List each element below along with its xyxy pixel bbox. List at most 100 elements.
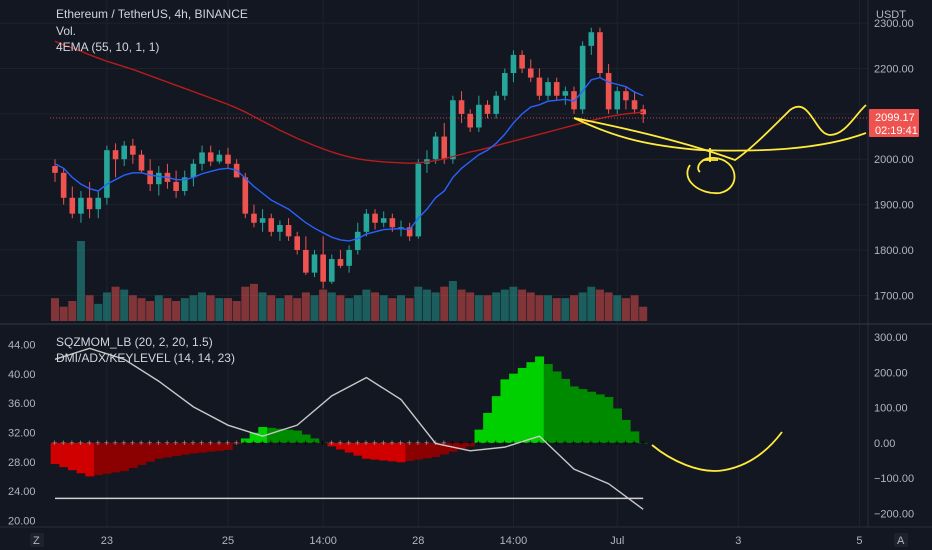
squeeze-dot: + <box>139 438 144 448</box>
candle-body <box>545 82 551 96</box>
momentum-bar <box>180 442 190 455</box>
momentum-bar <box>630 431 640 443</box>
momentum-bar <box>93 442 103 476</box>
squeeze-dot: + <box>78 438 83 448</box>
oscillator-left-axis-ticks[interactable]: 44.00 40.00 36.00 32.00 28.00 24.00 20.00 <box>8 340 36 528</box>
candle-body <box>536 77 543 96</box>
volume-bar <box>578 292 587 321</box>
squeeze-dot: + <box>208 438 213 448</box>
momentum-bar <box>439 442 449 455</box>
squeeze-dot: + <box>268 438 273 448</box>
oscillator-axis-tick: 200.00 <box>874 367 908 379</box>
squeeze-dot: + <box>312 438 317 448</box>
ema-indicator-label[interactable]: 4EMA (55, 10, 1, 1) <box>56 40 159 54</box>
volume-bar <box>457 289 466 321</box>
squeeze-dot: + <box>294 438 299 448</box>
volume-bar <box>310 295 319 321</box>
price-axis-tick: 1900.00 <box>874 200 914 212</box>
squeeze-dot: + <box>571 438 576 448</box>
squeeze-dot: + <box>260 438 265 448</box>
ema-10-line <box>54 76 644 242</box>
volume-bar <box>249 283 258 321</box>
momentum-bar <box>50 442 60 465</box>
volume-bar <box>275 298 284 321</box>
candle-body <box>311 254 318 273</box>
auto-scale-button[interactable] <box>894 533 908 547</box>
volume-bar <box>327 292 336 321</box>
volume-bar <box>241 286 250 321</box>
squeeze-dot: + <box>147 438 152 448</box>
squeeze-dot: + <box>156 438 161 448</box>
squeeze-dot: + <box>407 438 412 448</box>
momentum-bar <box>336 442 346 450</box>
momentum-bar <box>578 389 588 443</box>
volume-bar <box>630 295 639 321</box>
volume-bar <box>172 301 181 321</box>
volume-bar <box>215 298 224 321</box>
squeeze-dot: + <box>588 438 593 448</box>
volume-bar <box>267 295 276 321</box>
time-axis-tick: 14:00 <box>309 535 337 547</box>
momentum-bar <box>552 371 562 443</box>
squeeze-dot: + <box>121 438 126 448</box>
volume-bar <box>570 295 578 321</box>
squeeze-dot: + <box>95 438 100 448</box>
momentum-bar <box>543 363 553 443</box>
volume-bars <box>51 241 648 321</box>
momentum-bar <box>197 442 207 453</box>
candle-body <box>329 259 335 282</box>
price-axis-tick: 2300.00 <box>874 18 914 30</box>
candle-body <box>605 73 612 110</box>
candle-body <box>86 197 93 210</box>
adx-axis-tick: 28.00 <box>8 457 36 469</box>
squeeze-dot: + <box>164 438 169 448</box>
squeeze-dot: + <box>286 438 291 448</box>
momentum-bar <box>206 442 216 452</box>
candle-body <box>640 109 646 115</box>
currency-label: USDT <box>876 9 906 21</box>
squeeze-dot: + <box>69 438 74 448</box>
momentum-bar <box>388 442 398 462</box>
volume-bar <box>613 295 622 321</box>
momentum-bar <box>422 442 432 459</box>
volume-bar <box>345 298 354 321</box>
volume-bar <box>206 295 215 321</box>
volume-bar <box>232 301 241 321</box>
candle-body <box>190 163 197 178</box>
candle-body <box>458 100 465 114</box>
squeeze-dot: + <box>493 438 498 448</box>
adx-axis-tick: 40.00 <box>8 369 36 381</box>
annotation-drawing <box>573 104 867 472</box>
momentum-bar <box>258 427 268 443</box>
dmi-indicator-label[interactable]: DMI/ADX/KEYLEVEL (14, 14, 23) <box>56 351 235 365</box>
momentum-bar <box>310 438 320 443</box>
adx-axis-tick: 24.00 <box>8 486 36 498</box>
candle-body <box>294 236 300 250</box>
momentum-bar <box>344 442 354 453</box>
zoom-reset-button[interactable] <box>30 533 44 547</box>
squeeze-dot: + <box>562 438 567 448</box>
candle-body <box>363 213 370 232</box>
candle-body <box>441 136 448 160</box>
candle-body <box>225 154 231 164</box>
volume-indicator-label[interactable]: Vol. <box>56 24 76 38</box>
volume-bar <box>146 301 155 321</box>
candle-body <box>242 177 249 214</box>
squeeze-dot: + <box>104 438 109 448</box>
momentum-bar <box>379 442 389 461</box>
oscillator-right-axis-ticks[interactable]: 300.00 200.00 100.00 0.00 −100.00 −200.00 <box>874 332 914 520</box>
volume-bar <box>414 286 423 321</box>
momentum-bar <box>517 367 527 443</box>
volume-bar <box>595 289 604 321</box>
sqzmom-indicator-label[interactable]: SQZMOM_LB (20, 2, 20, 1.5) <box>56 335 213 349</box>
squeeze-dot: + <box>606 438 611 448</box>
momentum-bar <box>223 442 233 450</box>
squeeze-dot: + <box>614 438 619 448</box>
squeeze-dot: + <box>381 438 386 448</box>
time-axis-ticks[interactable]: 23 25 14:00 28 14:00 Jul 3 5 <box>101 535 863 547</box>
squeeze-dot: + <box>441 438 446 448</box>
candle-body <box>95 197 102 210</box>
candle-body <box>597 32 603 74</box>
